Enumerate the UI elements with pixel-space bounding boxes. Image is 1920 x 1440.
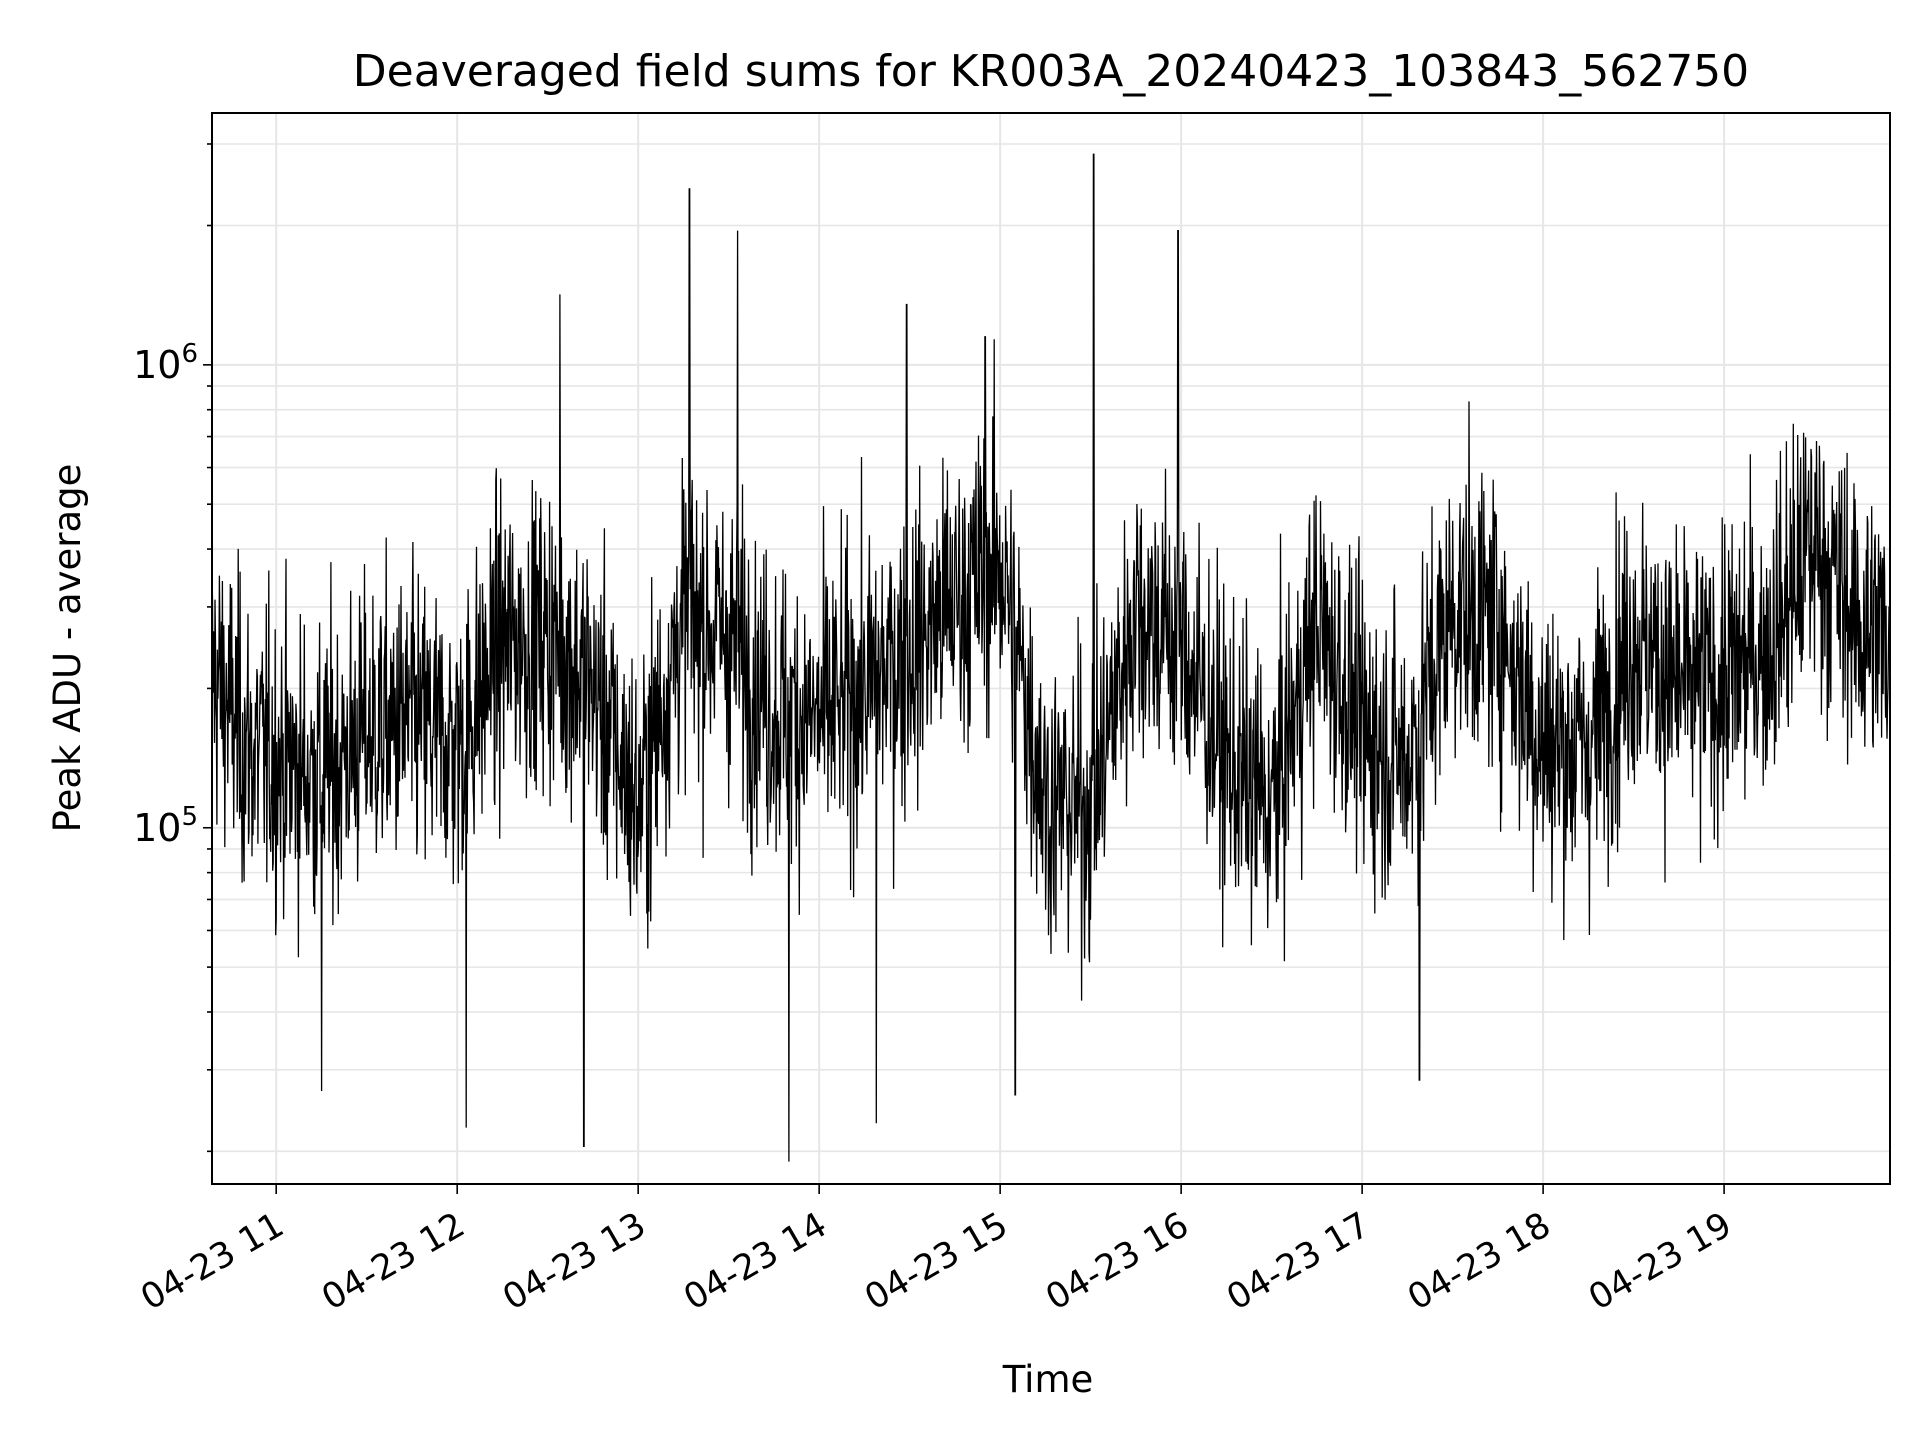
chart-title: Deaveraged field sums for KR003A_2024042… <box>353 46 1749 97</box>
x-axis-label: Time <box>1002 1358 1094 1401</box>
plot-area <box>212 153 1890 1162</box>
series-line <box>212 153 1890 1162</box>
axes-frame <box>211 112 1891 1185</box>
y-axis-label: Peak ADU - average <box>46 464 89 833</box>
y-tick-label: 106 <box>133 339 198 387</box>
y-axis: 105 106 <box>133 143 212 1153</box>
grid <box>212 113 1890 1184</box>
y-tick-label: 105 <box>133 802 198 850</box>
